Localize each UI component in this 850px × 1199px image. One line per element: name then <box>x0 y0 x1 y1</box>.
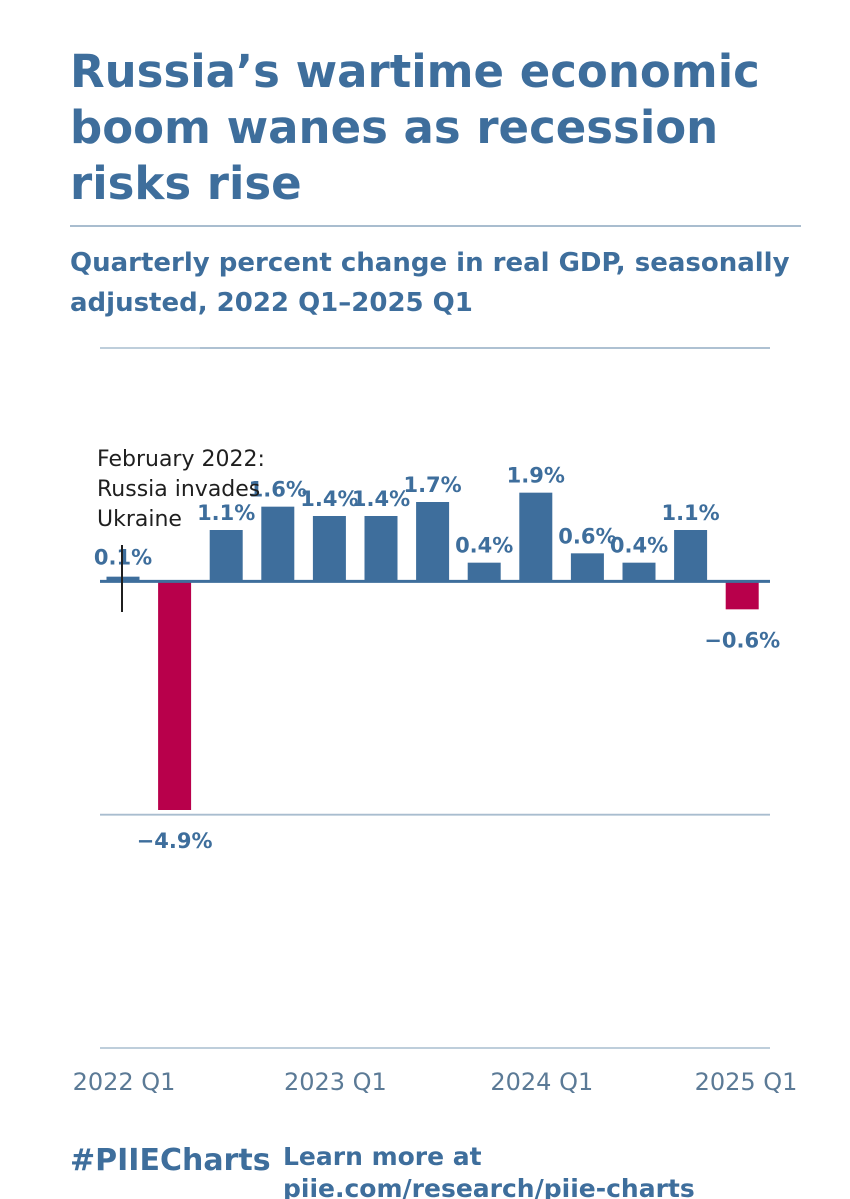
bar <box>312 516 346 582</box>
learn-more-line-1: Learn more at <box>283 1142 482 1171</box>
title-divider <box>70 225 801 227</box>
value-label: −4.9% <box>137 829 213 853</box>
value-label: 0.4% <box>610 534 668 558</box>
value-label: 1.6% <box>249 478 307 502</box>
value-label: 1.9% <box>507 464 565 488</box>
bar <box>622 562 656 582</box>
bar <box>416 502 450 582</box>
annotation-line: Ukraine <box>97 507 182 532</box>
learn-more-link[interactable]: Learn more at piie.com/research/piie-cha… <box>283 1141 823 1199</box>
bar <box>519 492 553 582</box>
value-label: 1.1% <box>661 501 719 525</box>
value-label: 1.7% <box>403 473 461 497</box>
value-label: 1.4% <box>300 487 358 511</box>
bar <box>209 530 243 582</box>
bar <box>570 553 604 582</box>
learn-more-url[interactable]: piie.com/research/piie-charts <box>283 1174 695 1199</box>
x-tick-label: 2024 Q1 <box>490 1068 593 1096</box>
bar <box>261 506 295 582</box>
bar <box>725 581 759 610</box>
chart-title: Russia’s wartime economic boom wanes as … <box>70 45 760 210</box>
bar <box>364 516 398 582</box>
annotation-line: February 2022: <box>97 447 265 472</box>
gdp-bar-chart: 0.1%−4.9%1.1%1.6%1.4%1.4%1.7%0.4%1.9%0.6… <box>73 347 798 1096</box>
chart-subtitle: Quarterly percent change in real GDP, se… <box>70 248 790 318</box>
value-label: 0.4% <box>455 534 513 558</box>
value-label: 0.6% <box>558 524 616 548</box>
value-label: −0.6% <box>704 628 780 652</box>
value-label: 1.1% <box>197 501 255 525</box>
bar <box>467 562 501 582</box>
bar <box>158 581 192 810</box>
hashtag: #PIIECharts <box>70 1143 271 1178</box>
value-label: 1.4% <box>352 487 410 511</box>
x-tick-label: 2022 Q1 <box>73 1068 176 1096</box>
annotation-line: Russia invades <box>97 477 260 502</box>
x-tick-label: 2025 Q1 <box>695 1068 798 1096</box>
bar <box>674 530 708 582</box>
x-tick-label: 2023 Q1 <box>284 1068 387 1096</box>
